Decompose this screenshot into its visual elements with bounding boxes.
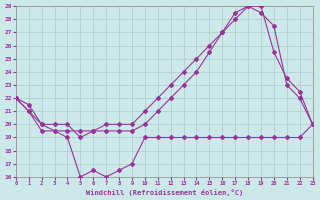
X-axis label: Windchill (Refroidissement éolien,°C): Windchill (Refroidissement éolien,°C): [85, 189, 243, 196]
